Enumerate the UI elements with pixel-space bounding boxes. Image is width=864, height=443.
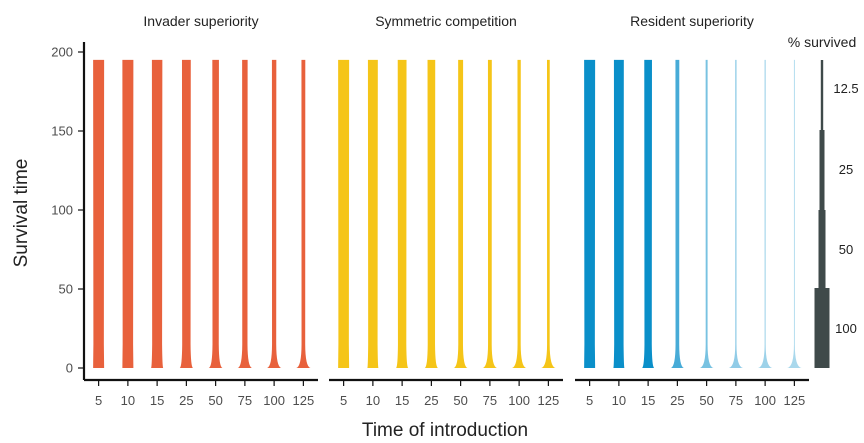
panel-title-1: Symmetric competition (375, 13, 517, 29)
x-tick-label-1-15: 15 (395, 393, 409, 408)
y-tick-label-150: 150 (51, 124, 73, 139)
legend: % survived 12.5 25 50 100 (788, 34, 859, 368)
legend-label-50: 50 (839, 242, 853, 257)
x-tick-label-0-25: 25 (179, 393, 193, 408)
panel-title-2: Resident superiority (630, 13, 754, 29)
y-tick-label-50: 50 (59, 282, 73, 297)
panel-title-0: Invader superiority (143, 13, 258, 29)
x-tick-label-2-75: 75 (729, 393, 743, 408)
x-tick-label-0-5: 5 (95, 393, 102, 408)
x-tick-label-1-100: 100 (508, 393, 530, 408)
violin-1-100 (511, 59, 527, 369)
x-tick-label-2-50: 50 (699, 393, 713, 408)
x-tick-label-1-10: 10 (366, 393, 380, 408)
violin-1-25 (424, 59, 438, 369)
violin-2-100 (757, 59, 773, 369)
x-tick-label-1-5: 5 (340, 393, 347, 408)
y-axis-label: Survival time (11, 159, 32, 268)
violin-1-75 (482, 59, 498, 369)
x-tick-label-2-125: 125 (784, 393, 806, 408)
y-tick-label-100: 100 (51, 203, 73, 218)
legend-bar-100 (814, 288, 830, 368)
legend-bar-50 (818, 210, 826, 288)
violin-0-75 (237, 59, 253, 369)
x-tick-label-2-15: 15 (641, 393, 655, 408)
x-tick-label-1-25: 25 (424, 393, 438, 408)
x-tick-label-2-100: 100 (754, 393, 776, 408)
violin-1-15 (396, 59, 409, 369)
violin-0-5 (93, 59, 105, 369)
x-tick-label-0-10: 10 (121, 393, 135, 408)
violin-1-5 (338, 59, 350, 369)
x-tick-label-1-125: 125 (538, 393, 560, 408)
violin-0-100 (266, 59, 282, 369)
violin-0-25 (179, 59, 193, 369)
violin-2-125 (787, 59, 802, 369)
violin-2-50 (699, 59, 714, 369)
x-tick-label-0-100: 100 (263, 393, 285, 408)
violin-0-15 (151, 59, 164, 369)
x-tick-label-2-5: 5 (586, 393, 593, 408)
x-tick-label-2-10: 10 (612, 393, 626, 408)
violin-0-10 (122, 59, 134, 369)
plot-area: 0 50 100 150 200 Invader superiority 5 10 15 25 50… (51, 13, 809, 408)
x-tick-label-0-125: 125 (293, 393, 315, 408)
violin-1-125 (541, 59, 556, 369)
y-tick-label-200: 200 (51, 45, 73, 60)
x-tick-label-1-50: 50 (453, 393, 467, 408)
legend-label-100: 100 (835, 321, 857, 336)
x-axis-label: Time of introduction (362, 420, 528, 441)
legend-bar-12.5 (820, 60, 824, 130)
y-tick-label-0: 0 (66, 361, 73, 376)
x-tick-label-0-50: 50 (208, 393, 222, 408)
legend-label-12.5: 12.5 (833, 81, 858, 96)
violin-1-10 (367, 59, 379, 369)
violin-2-25 (670, 59, 684, 369)
legend-title: % survived (788, 34, 856, 50)
x-tick-label-2-25: 25 (670, 393, 684, 408)
violin-0-50 (208, 59, 223, 369)
violin-1-50 (453, 59, 468, 369)
violin-2-5 (584, 59, 596, 369)
violin-2-15 (642, 59, 655, 369)
legend-label-25: 25 (839, 162, 853, 177)
legend-bar-25 (819, 130, 825, 210)
x-tick-label-1-75: 75 (483, 393, 497, 408)
violin-2-10 (613, 59, 625, 369)
violin-0-125 (296, 59, 311, 369)
x-tick-label-0-15: 15 (150, 393, 164, 408)
violin-2-75 (728, 59, 744, 369)
x-tick-label-0-75: 75 (238, 393, 252, 408)
